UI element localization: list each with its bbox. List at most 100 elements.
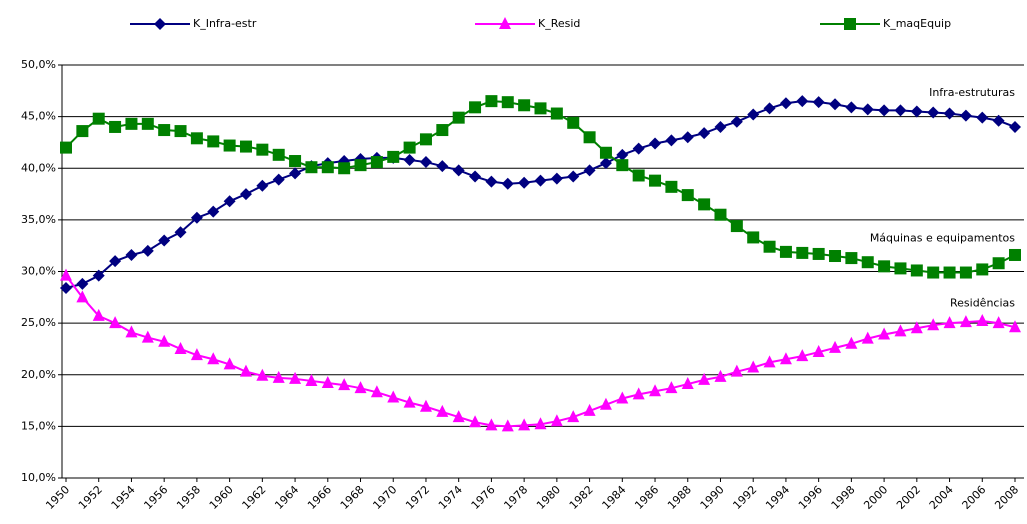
x-tick-label: 1974	[436, 483, 465, 512]
marker	[992, 114, 1005, 127]
marker	[943, 107, 956, 120]
marker	[387, 150, 400, 163]
marker	[452, 410, 465, 423]
marker	[141, 330, 154, 343]
marker	[109, 120, 122, 133]
marker	[354, 381, 367, 394]
marker	[714, 120, 727, 133]
marker	[92, 112, 105, 125]
marker	[141, 244, 154, 257]
marker	[714, 208, 727, 221]
marker	[436, 160, 449, 173]
marker	[583, 131, 596, 144]
x-tick-label: 1966	[305, 483, 334, 512]
marker	[207, 352, 220, 365]
marker	[289, 371, 302, 384]
marker	[943, 266, 956, 279]
marker	[272, 173, 285, 186]
marker	[190, 132, 203, 145]
x-tick-label: 1984	[600, 483, 629, 512]
marker	[289, 155, 302, 168]
marker	[403, 153, 416, 166]
x-tick-label: 1970	[370, 483, 399, 512]
series-line	[65, 275, 1016, 428]
marker	[812, 96, 825, 109]
marker	[338, 378, 351, 391]
x-tick-label: 1960	[207, 483, 236, 512]
marker	[534, 417, 547, 430]
marker	[436, 404, 449, 417]
marker	[845, 336, 858, 349]
marker	[223, 357, 236, 370]
marker	[207, 205, 220, 218]
marker	[550, 107, 563, 120]
marker	[154, 18, 166, 30]
marker	[485, 175, 498, 188]
marker	[927, 318, 940, 331]
marker	[599, 157, 612, 170]
annotation: Máquinas e equipamentos	[870, 231, 1015, 244]
x-tick-label: 1994	[763, 483, 792, 512]
annotation: Residências	[950, 297, 1015, 310]
marker	[158, 234, 171, 247]
marker	[534, 102, 547, 115]
marker	[959, 315, 972, 328]
marker	[616, 159, 629, 172]
marker	[779, 245, 792, 258]
marker	[534, 174, 547, 187]
marker	[403, 395, 416, 408]
marker	[501, 96, 514, 109]
y-tick-label: 20,0%	[21, 368, 56, 381]
marker	[321, 161, 334, 174]
marker	[272, 370, 285, 383]
marker	[878, 327, 891, 340]
marker	[616, 391, 629, 404]
marker	[501, 419, 514, 432]
marker	[256, 179, 269, 192]
marker	[485, 95, 498, 108]
marker	[894, 262, 907, 275]
marker	[239, 140, 252, 153]
marker	[763, 240, 776, 253]
x-tick-label: 1952	[76, 483, 105, 512]
marker	[878, 260, 891, 273]
marker	[910, 264, 923, 277]
marker	[861, 103, 874, 116]
marker	[76, 277, 89, 290]
marker	[845, 252, 858, 265]
marker	[109, 255, 122, 268]
marker	[125, 325, 138, 338]
x-tick-label: 1988	[665, 483, 694, 512]
marker	[976, 314, 989, 327]
marker	[239, 364, 252, 377]
marker	[649, 384, 662, 397]
marker	[305, 161, 318, 174]
marker	[649, 137, 662, 150]
marker	[632, 387, 645, 400]
marker	[665, 180, 678, 193]
x-tick-label: 1972	[403, 483, 432, 512]
x-tick-label: 1950	[43, 483, 72, 512]
marker	[174, 226, 187, 239]
marker	[583, 403, 596, 416]
x-tick-label: 2008	[992, 483, 1021, 512]
marker	[812, 345, 825, 358]
marker	[845, 101, 858, 114]
marker	[829, 98, 842, 111]
y-tick-label: 40,0%	[21, 161, 56, 174]
series-line	[65, 100, 1016, 274]
marker	[665, 381, 678, 394]
marker	[567, 116, 580, 129]
marker	[681, 377, 694, 390]
marker	[370, 156, 383, 169]
marker	[747, 108, 760, 121]
marker	[469, 415, 482, 428]
marker	[665, 134, 678, 147]
marker	[207, 135, 220, 148]
marker	[501, 177, 514, 190]
marker	[125, 117, 138, 130]
marker	[796, 349, 809, 362]
marker	[256, 143, 269, 156]
marker	[567, 410, 580, 423]
